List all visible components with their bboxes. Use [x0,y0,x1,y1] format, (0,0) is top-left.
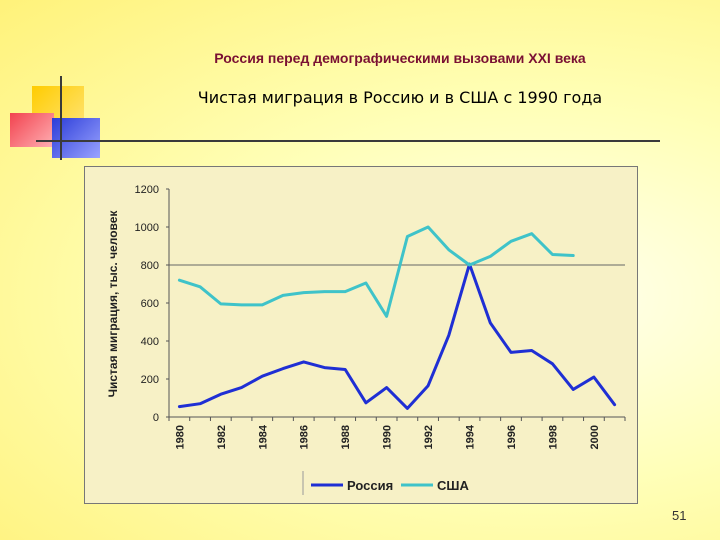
y-tick-label: 200 [141,374,159,386]
x-tick-label: 1996 [506,425,518,449]
x-tick-label: 1988 [340,425,352,449]
x-tick-label: 1994 [465,424,477,449]
slide-title: Россия перед демографическими вызовами X… [214,50,586,66]
x-tick-label: 1986 [299,425,311,449]
x-tick-label: 1990 [382,425,394,449]
x-tick-label: 1992 [423,425,435,449]
legend-label-usa: США [437,478,469,493]
y-tick-label: 600 [141,298,159,310]
y-tick-label: 800 [141,260,159,272]
y-tick-label: 1200 [135,184,159,196]
title-rule [36,140,660,142]
slide-subtitle: Чистая миграция в Россию и в США с 1990 … [197,88,603,107]
decor-vertical-line [60,76,62,160]
chart-container: 0 200 400 600 800 1000 1200 1980 1982 1984 1986 19… [84,166,638,504]
migration-line-chart: 0 200 400 600 800 1000 1200 1980 1982 1984 1986 19… [106,184,626,495]
y-tick-label: 1000 [135,222,159,234]
x-tick-label: 1980 [174,425,186,449]
x-tick-label: 1984 [257,424,269,449]
page-number: 51 [672,508,687,523]
series-line-usa [177,225,575,318]
y-tick-label: 400 [141,336,159,348]
y-axis-label: Чистая миграция, тыс. человек [106,210,120,398]
x-tick-label: 1982 [216,425,228,449]
legend-label-russia: Россия [347,478,393,493]
y-tick-label: 0 [153,412,159,424]
x-tick-label: 1998 [547,425,559,449]
x-tick-label: 2000 [589,425,601,449]
chart-legend: Россия США [302,471,469,495]
series-line-russia [177,262,617,410]
